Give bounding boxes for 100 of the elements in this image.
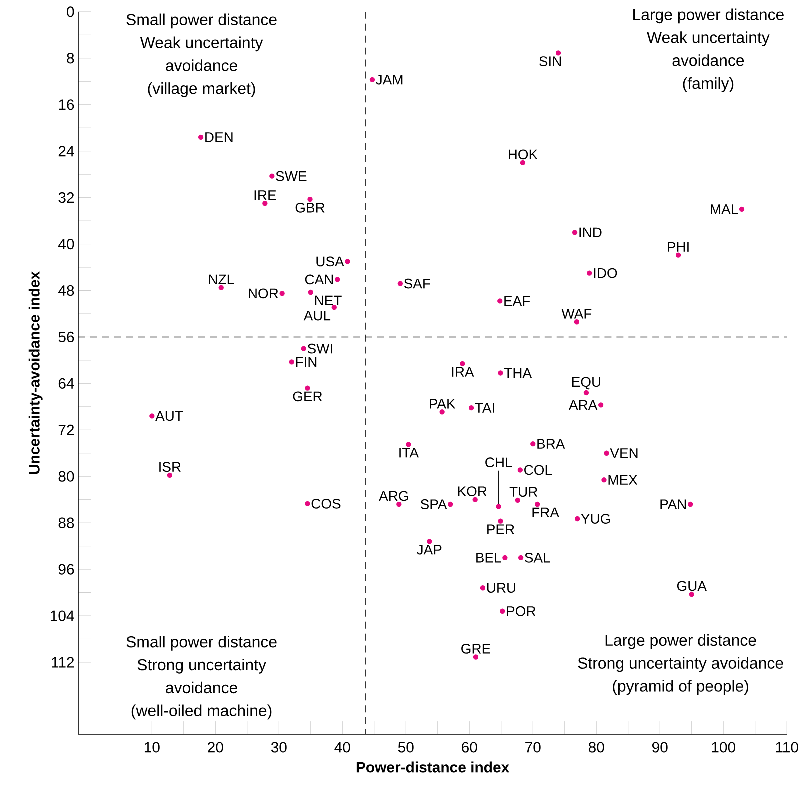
annotation: NZL <box>209 274 234 284</box>
point <box>502 555 508 560</box>
annotation: IRA <box>452 367 474 377</box>
x-tick-label: 110 <box>776 742 798 753</box>
annotation: MAL <box>711 204 738 214</box>
point <box>739 206 745 212</box>
annotation: AUL <box>304 310 331 321</box>
point <box>500 608 506 614</box>
annotation: avoidance <box>672 54 744 66</box>
x-tick-label: 10 <box>144 742 160 753</box>
y-tick-label: 80 <box>58 471 74 482</box>
annotation: Small power distance <box>126 14 277 29</box>
annotation: TAI <box>475 403 494 413</box>
annotation: BRA <box>538 439 566 449</box>
annotation: JAM <box>376 74 403 85</box>
annotation: GBR <box>296 202 325 213</box>
annotation: THA <box>504 368 532 378</box>
point <box>334 276 340 282</box>
annotation: PHI <box>668 242 689 252</box>
annotation: PAN <box>660 500 686 510</box>
point <box>574 319 580 325</box>
y-tick-label: 72 <box>58 424 74 436</box>
y-tick-label: 0 <box>67 6 74 18</box>
y-tick-label: 48 <box>58 285 74 296</box>
point <box>270 174 275 179</box>
annotation: EQU <box>572 377 601 390</box>
point <box>688 502 694 507</box>
point <box>518 555 524 560</box>
x-tick-label: 100 <box>712 742 736 753</box>
point <box>308 196 313 202</box>
point <box>198 134 204 140</box>
point <box>534 502 540 507</box>
point <box>448 502 454 507</box>
annotation: (pyramid of people) <box>613 680 748 695</box>
point <box>468 405 474 411</box>
y-tick-label: 8 <box>67 52 74 64</box>
annotation: GRE <box>462 644 490 654</box>
annotation: POR <box>507 606 536 616</box>
y-tick-label: 104 <box>50 610 74 622</box>
point <box>289 359 294 365</box>
annotation: BEL <box>476 552 502 563</box>
annotation: EAF <box>504 296 530 306</box>
x-axis-title: Power-distance index <box>356 762 510 773</box>
annotation: IRE <box>254 190 276 200</box>
point <box>574 516 580 522</box>
y-tick-label: 56 <box>58 332 74 342</box>
annotation: Strong uncertainty avoidance <box>578 657 784 672</box>
point <box>262 200 268 206</box>
annotation: AUT <box>156 411 184 421</box>
annotation: VEN <box>610 448 638 458</box>
annotation: avoidance <box>166 60 238 72</box>
y-tick-label: 112 <box>52 657 74 668</box>
annotation: (family) <box>683 77 734 92</box>
annotation: Weak uncertainty <box>647 32 770 46</box>
annotation: HOK <box>509 150 538 160</box>
point <box>396 502 402 507</box>
annotation: KOR <box>458 486 487 496</box>
annotation: WAF <box>562 308 592 319</box>
annotation: URU <box>487 583 516 593</box>
annotation: USA <box>316 256 344 267</box>
point <box>530 441 536 447</box>
y-tick-label: 40 <box>58 238 74 250</box>
annotation: (well-oiled machine) <box>132 704 272 720</box>
x-tick-label: 70 <box>526 742 541 753</box>
point <box>398 281 404 286</box>
point <box>305 501 310 506</box>
point <box>587 270 592 276</box>
point <box>370 77 376 82</box>
annotation: MEX <box>608 475 638 485</box>
point <box>280 290 285 296</box>
annotation: ISR <box>160 462 181 472</box>
point <box>556 50 562 56</box>
point <box>498 298 503 304</box>
x-tick-label: 50 <box>398 742 414 753</box>
point <box>460 361 466 366</box>
point <box>218 285 224 290</box>
point <box>515 498 520 503</box>
annotation: COL <box>524 465 552 476</box>
point <box>498 370 504 376</box>
point <box>167 472 173 478</box>
point <box>496 504 502 510</box>
point <box>301 346 306 352</box>
y-axis-title: Uncertainty-avoidance index <box>28 271 43 474</box>
annotation: Strong uncertainty <box>138 658 266 674</box>
x-tick-label: 90 <box>652 742 668 753</box>
point <box>676 252 682 258</box>
annotation: Weak uncertainty <box>140 36 264 52</box>
annotation: Small power distance <box>126 636 277 651</box>
y-tick-label: 96 <box>58 564 74 575</box>
point <box>472 497 478 502</box>
annotation: SWE <box>276 171 307 182</box>
point <box>602 477 607 483</box>
annotation: NET <box>315 296 342 306</box>
y-tick-label: 16 <box>59 99 74 110</box>
annotation: Large power distance <box>634 8 784 24</box>
y-tick-label: 24 <box>58 146 74 156</box>
annotation: JAP <box>417 544 442 555</box>
annotation: ARA <box>569 400 598 410</box>
annotation: avoidance <box>166 682 238 694</box>
annotation: PER <box>488 524 514 534</box>
